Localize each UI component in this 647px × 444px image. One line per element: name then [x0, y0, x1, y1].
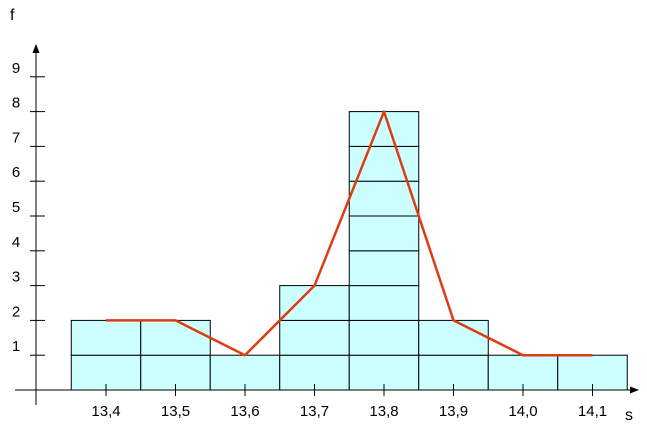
histogram-bar [348, 111, 420, 391]
x-tick-label: 13,9 [439, 403, 468, 420]
x-tick-label: 13,5 [161, 403, 190, 420]
x-tick-label: 13,6 [230, 403, 259, 420]
y-tick-label: 5 [12, 199, 20, 216]
histogram-bar [140, 319, 211, 391]
histogram-bar [418, 319, 489, 391]
bar-cell [279, 285, 350, 321]
y-tick-label: 3 [12, 269, 20, 286]
x-tick-label: 14,1 [578, 403, 607, 420]
x-tick-label: 14,0 [508, 403, 537, 420]
axes-group: f s [10, 7, 639, 424]
bar-cell [348, 111, 420, 147]
bars-group [70, 111, 628, 391]
y-tick-label: 7 [12, 129, 20, 146]
x-tick-label: 13,8 [369, 403, 398, 420]
bar-cell [348, 215, 420, 252]
x-ticks-group: 13,4 13,5 13,6 13,7 13,8 13,9 14,0 14,1 [91, 384, 607, 420]
bar-cell [279, 319, 350, 356]
y-tick-label: 9 [12, 60, 20, 77]
bar-cell [418, 319, 489, 356]
y-tick-label: 4 [12, 234, 20, 251]
y-ticks-group: 1 2 3 4 5 6 7 8 9 [12, 60, 45, 356]
histogram-bar [70, 319, 142, 391]
y-tick-label: 8 [12, 95, 20, 112]
bar-cell [70, 319, 142, 356]
frequency-polygon-line [106, 110, 593, 357]
bar-cell [348, 145, 420, 182]
histogram-bar [279, 285, 350, 391]
y-axis-arrow [32, 44, 40, 53]
bar-cell [348, 285, 420, 321]
bar-cell [140, 319, 211, 356]
x-tick-label: 13,4 [91, 403, 120, 420]
frequency-polygon-group [106, 110, 593, 357]
y-tick-label: 6 [12, 164, 20, 181]
y-tick-label: 2 [12, 303, 20, 320]
y-axis-label: f [10, 7, 15, 24]
x-axis-label: s [625, 407, 633, 424]
y-tick-label: 1 [12, 338, 20, 355]
bar-cell [348, 319, 420, 356]
bar-cell [348, 250, 420, 287]
x-axis-arrow [630, 386, 639, 394]
x-tick-label: 13,7 [300, 403, 329, 420]
